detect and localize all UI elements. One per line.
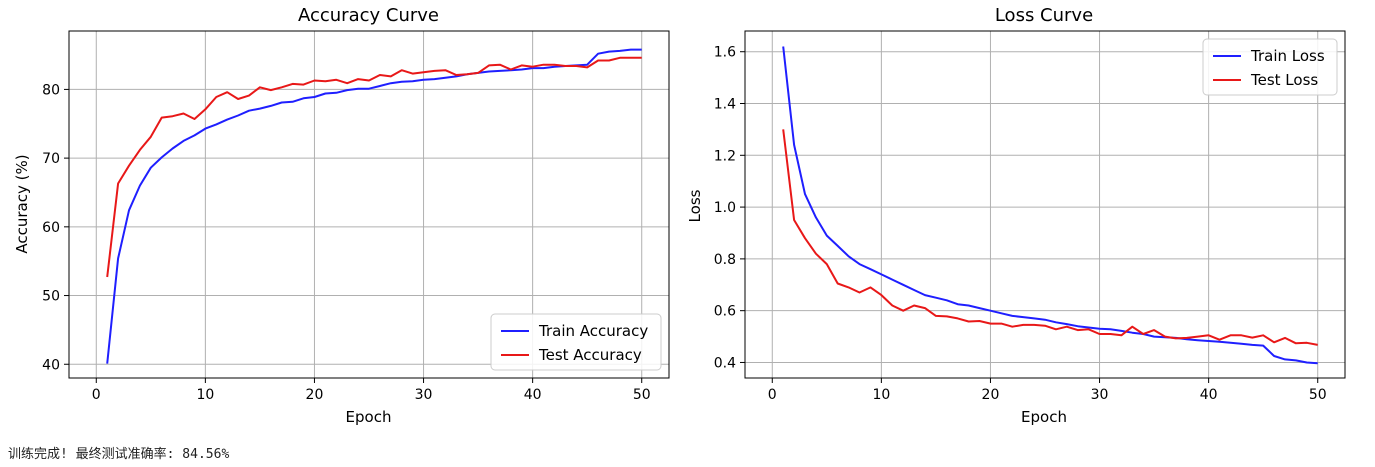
loss-x-tick-label: 50 bbox=[1309, 387, 1327, 403]
accuracy-grid bbox=[69, 31, 669, 378]
accuracy-y-tick-label: 50 bbox=[42, 289, 60, 305]
loss-x-tick-label: 20 bbox=[982, 387, 1000, 403]
accuracy-x-tick-label: 40 bbox=[524, 387, 542, 403]
charts-figure: Accuracy Curve 0 10 20 30 40 50 40 50 60 70 80 Epo… bbox=[13, 5, 1346, 426]
accuracy-series-train-accuracy-line bbox=[106, 48, 642, 364]
loss-y-tick-label: 1.4 bbox=[714, 97, 736, 113]
loss-y-axis-label: Loss bbox=[686, 189, 704, 222]
accuracy-legend: Train Accuracy Test Accuracy bbox=[490, 313, 662, 371]
loss-ticks: 0 10 20 30 40 50 0.4 0.6 0.8 1.0 1.2 1.4 1.6 bbox=[714, 45, 1327, 403]
loss-series-train-loss-line bbox=[782, 46, 1318, 365]
accuracy-x-tick-label: 20 bbox=[306, 387, 324, 403]
training-status-text: 训练完成! 最终测试准确率: 84.56% bbox=[8, 447, 230, 462]
accuracy-legend-label: Train Accuracy bbox=[538, 322, 648, 340]
loss-x-tick-label: 30 bbox=[1091, 387, 1109, 403]
accuracy-series bbox=[106, 48, 642, 364]
accuracy-y-tick-label: 80 bbox=[42, 82, 60, 98]
accuracy-chart-title: Accuracy Curve bbox=[298, 5, 439, 26]
accuracy-x-tick-label: 50 bbox=[633, 387, 651, 403]
loss-y-tick-label: 1.2 bbox=[714, 148, 736, 164]
accuracy-x-tick-label: 0 bbox=[92, 387, 101, 403]
loss-series-test-loss-line bbox=[782, 129, 1318, 346]
loss-y-tick-label: 0.8 bbox=[714, 252, 736, 268]
accuracy-plot-frame bbox=[68, 30, 670, 379]
loss-chart-title: Loss Curve bbox=[995, 5, 1093, 26]
loss-x-tick-label: 0 bbox=[768, 387, 777, 403]
accuracy-y-tick-label: 70 bbox=[42, 151, 60, 167]
loss-y-tick-label: 0.6 bbox=[714, 304, 736, 320]
accuracy-x-axis-label: Epoch bbox=[346, 408, 392, 426]
loss-x-tick-label: 40 bbox=[1200, 387, 1218, 403]
loss-x-axis-label: Epoch bbox=[1021, 408, 1067, 426]
accuracy-y-axis-label: Accuracy (%) bbox=[13, 154, 31, 253]
loss-series bbox=[782, 46, 1318, 365]
loss-legend: Train Loss Test Loss bbox=[1202, 38, 1338, 96]
loss-y-tick-label: 0.4 bbox=[714, 355, 736, 371]
accuracy-legend-label: Test Accuracy bbox=[538, 346, 642, 364]
loss-y-tick-label: 1.6 bbox=[714, 45, 736, 61]
loss-chart: Loss Curve 0 10 20 30 40 50 0.4 0.6 0.8 1.0 1.2 1.4… bbox=[686, 5, 1346, 426]
loss-plot-frame bbox=[744, 30, 1346, 379]
accuracy-ticks: 0 10 20 30 40 50 40 50 60 70 80 bbox=[42, 82, 650, 403]
accuracy-series-test-accuracy-line bbox=[106, 56, 642, 278]
accuracy-y-tick-label: 40 bbox=[42, 357, 60, 373]
accuracy-legend-box bbox=[490, 313, 662, 371]
accuracy-x-tick-label: 30 bbox=[415, 387, 433, 403]
loss-legend-label: Train Loss bbox=[1250, 47, 1325, 65]
loss-y-tick-label: 1.0 bbox=[714, 200, 736, 216]
loss-x-tick-label: 10 bbox=[872, 387, 890, 403]
accuracy-y-tick-label: 60 bbox=[42, 220, 60, 236]
loss-legend-label: Test Loss bbox=[1250, 71, 1318, 89]
accuracy-x-tick-label: 10 bbox=[196, 387, 214, 403]
accuracy-chart: Accuracy Curve 0 10 20 30 40 50 40 50 60 70 80 Epo… bbox=[13, 5, 670, 426]
